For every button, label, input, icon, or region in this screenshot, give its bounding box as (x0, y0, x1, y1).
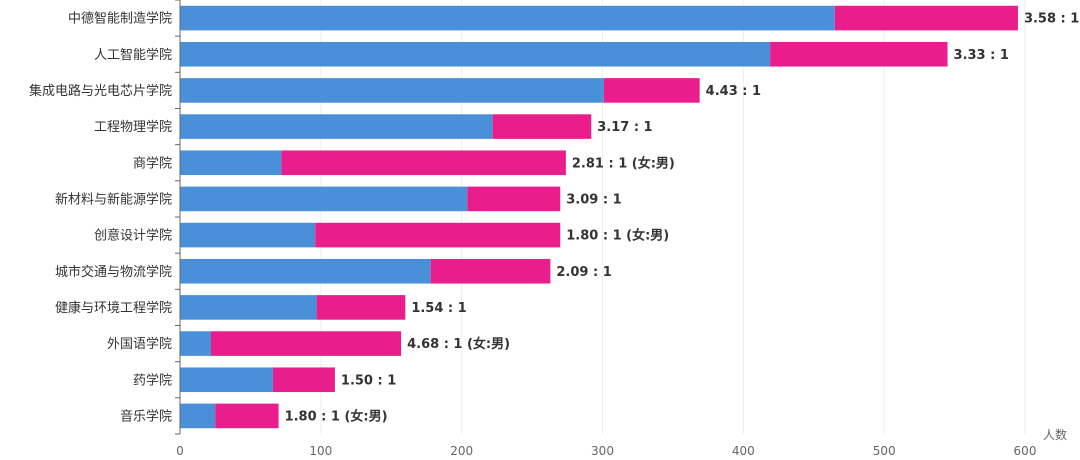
bar-segment-series-1 (180, 258, 431, 284)
x-axis-title: 人数 (1043, 427, 1067, 442)
bar-segment-series-1 (180, 186, 468, 212)
ratio-label: 2.09 : 1 (556, 265, 611, 280)
axis-layer: 0 100 200 300 400 500 600 (175, 0, 1036, 458)
bar-segment-series-2 (603, 78, 700, 103)
bar-segment-series-1 (180, 41, 771, 67)
category-label: 工程物理学院 (94, 119, 172, 135)
x-tick-label: 400 (732, 444, 755, 458)
bar-segment-series-1 (180, 222, 316, 248)
ratio-label: 4.43 : 1 (706, 84, 761, 99)
x-tick-label: 0 (176, 444, 184, 458)
bar-segment-series-2 (215, 403, 279, 429)
labels-layer: 中德智能制造学院 3.58 : 1 人工智能学院 3.33 : 1 集成电路与光电芯片学… (29, 11, 1079, 425)
bar-segment-series-1 (180, 5, 835, 31)
bar-segment-series-2 (281, 150, 566, 176)
bar-segment-series-2 (210, 331, 402, 356)
bar-segment-series-2 (834, 5, 1018, 31)
bar-segment-series-1 (180, 78, 604, 103)
ratio-label: 3.33 : 1 (954, 48, 1009, 63)
category-label: 中德智能制造学院 (68, 11, 172, 27)
x-tick-label: 300 (591, 444, 614, 458)
category-label: 音乐学院 (120, 408, 172, 424)
category-label: 商学院 (133, 155, 172, 171)
grid-layer (320, 0, 1026, 434)
bar-segment-series-2 (315, 222, 561, 248)
ratio-label: 1.54 : 1 (411, 301, 466, 316)
bar-segment-series-1 (180, 150, 282, 176)
category-label: 新材料与新能源学院 (55, 191, 172, 207)
bar-segment-series-1 (180, 403, 216, 429)
x-tick-label: 600 (1014, 444, 1037, 458)
category-label: 药学院 (133, 372, 172, 388)
category-label: 集成电路与光电芯片学院 (29, 83, 172, 99)
bar-segment-series-1 (180, 367, 273, 393)
bar-segment-series-2 (430, 258, 551, 284)
x-tick-label: 200 (450, 444, 473, 458)
category-label: 城市交通与物流学院 (55, 264, 172, 280)
bars-layer (180, 5, 1018, 429)
category-label: 创意设计学院 (94, 228, 172, 244)
ratio-label: 1.80 : 1 (女:男) (285, 408, 388, 424)
ratio-label: 3.17 : 1 (597, 120, 652, 135)
bar-segment-series-2 (316, 295, 406, 320)
bar-segment-series-1 (180, 331, 211, 356)
ratio-label: 3.58 : 1 (1024, 12, 1079, 27)
category-label: 外国语学院 (107, 336, 172, 352)
ratio-label: 2.81 : 1 (女:男) (572, 155, 675, 171)
ratio-label: 4.68 : 1 (女:男) (407, 336, 510, 352)
x-tick-label: 500 (873, 444, 896, 458)
bar-segment-series-2 (492, 114, 592, 139)
bar-segment-series-1 (180, 114, 493, 139)
bar-segment-series-2 (770, 41, 948, 67)
bar-segment-series-2 (467, 186, 561, 212)
bar-segment-series-1 (180, 295, 317, 320)
category-label: 健康与环境工程学院 (55, 300, 172, 316)
x-tick-label: 100 (309, 444, 332, 458)
ratio-label: 1.50 : 1 (341, 373, 396, 388)
ratio-label: 3.09 : 1 (566, 192, 621, 207)
category-label: 人工智能学院 (94, 47, 172, 63)
bar-segment-series-2 (272, 367, 335, 393)
ratio-label: 1.80 : 1 (女:男) (566, 228, 669, 244)
